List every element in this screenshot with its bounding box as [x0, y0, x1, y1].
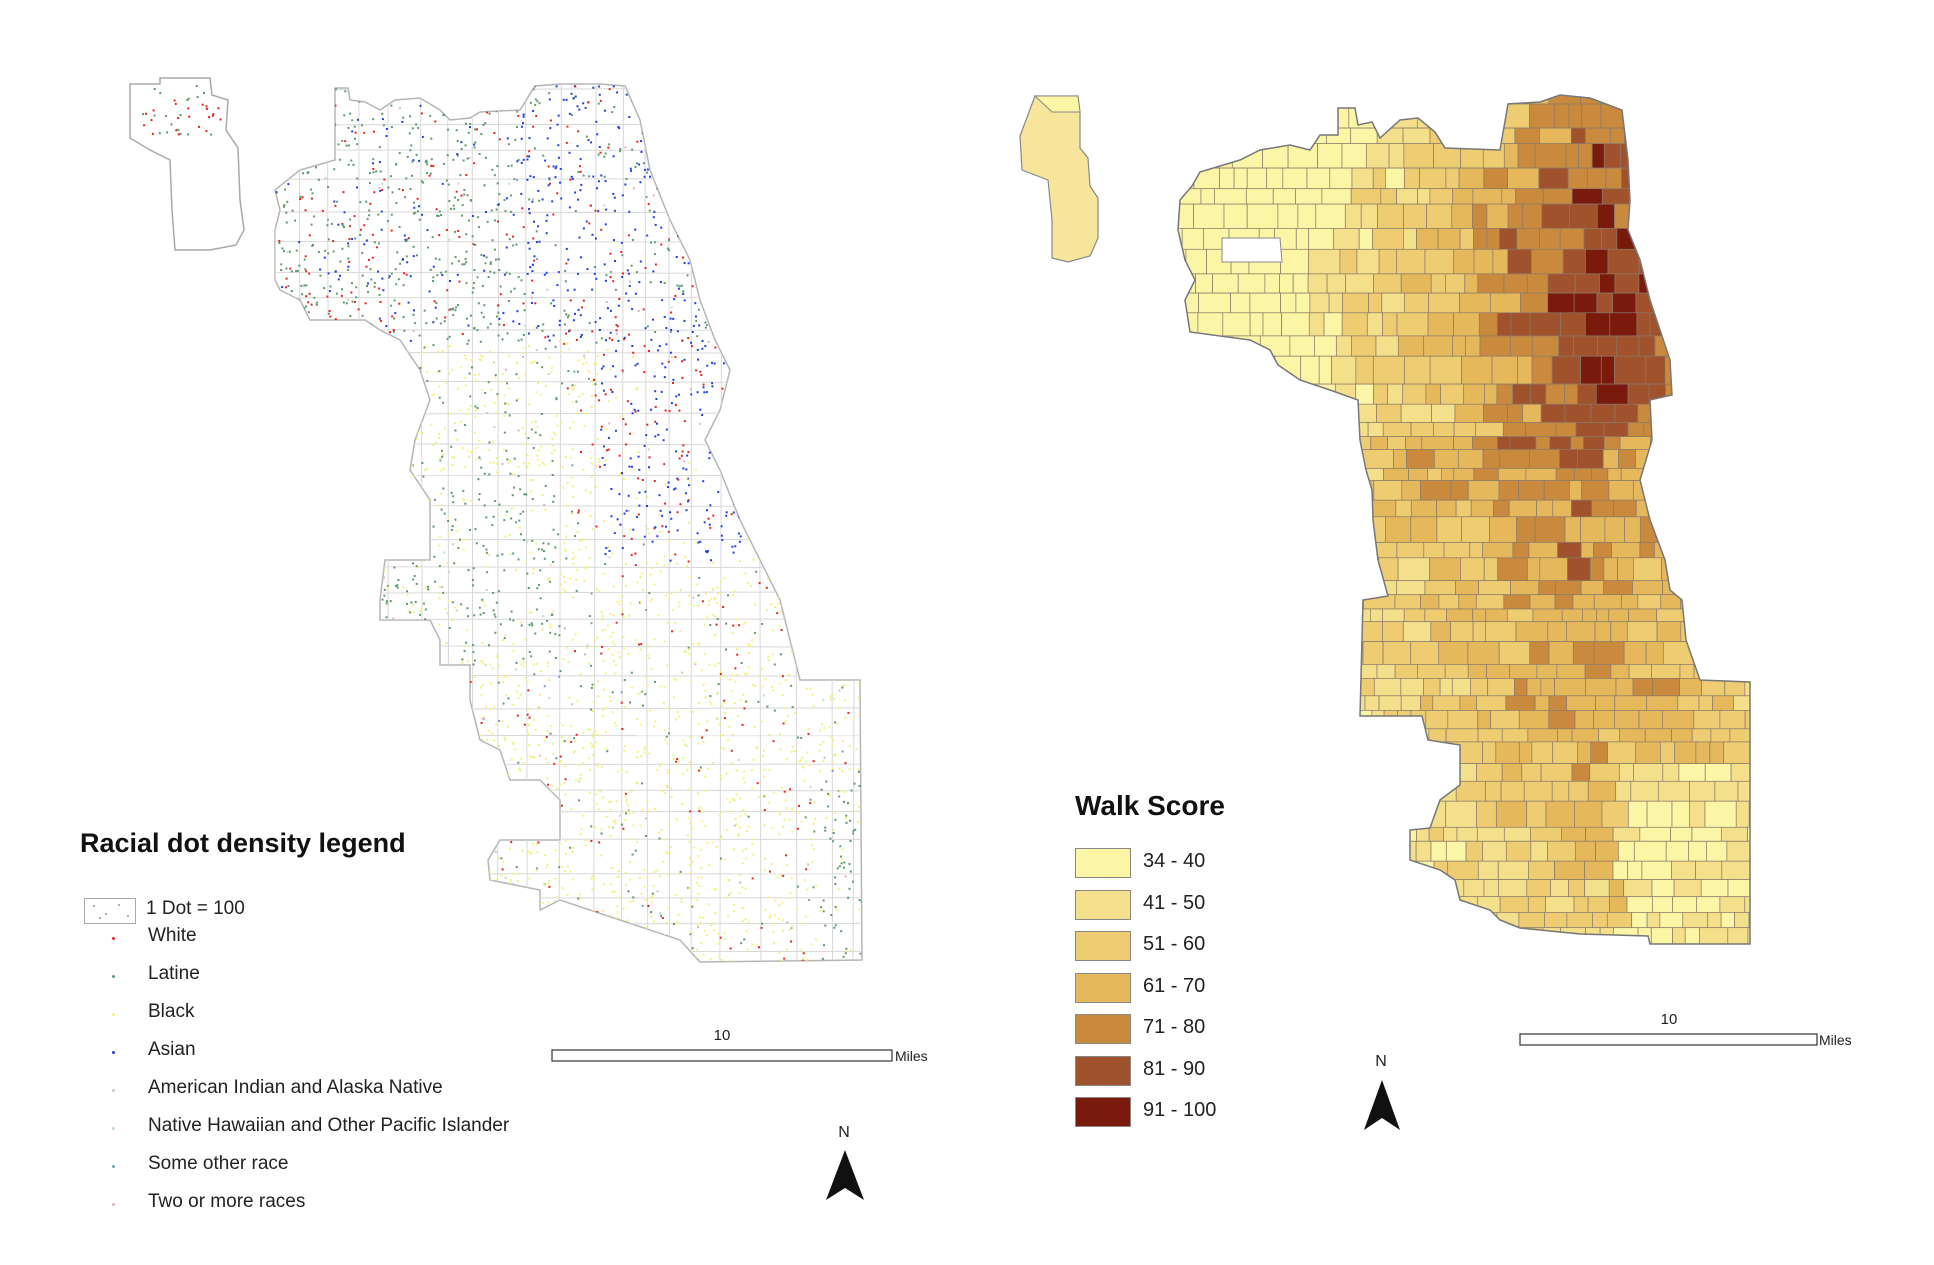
dot-symbol-icon	[112, 1165, 115, 1168]
scale-bar-right: 10 Miles	[1520, 1011, 1852, 1048]
dot-unit-label: 1 Dot = 100	[146, 898, 245, 920]
walk-class-label: 91 - 100	[1143, 1099, 1216, 1122]
north-arrow-icon	[826, 1150, 864, 1200]
north-arrow-left: N	[826, 1124, 864, 1200]
walk-legend-title: Walk Score	[1075, 790, 1225, 822]
dot-symbol-icon	[112, 1203, 115, 1206]
walk-class-swatch	[1075, 1097, 1131, 1127]
dot-symbol-icon	[112, 975, 115, 978]
walk-class-swatch	[1075, 931, 1131, 961]
dot-unit-swatch	[84, 898, 136, 924]
ohare-exclave-outline	[130, 78, 244, 250]
dot-symbol-icon	[112, 1127, 115, 1130]
dot-legend-label: Some other race	[148, 1153, 288, 1175]
walk-class-swatch	[1075, 890, 1131, 920]
walk-score-legend: Walk Score 34 - 40 41 - 50 51 - 60 61 - 70 7…	[1075, 790, 1375, 1150]
walk-class-swatch	[1075, 848, 1131, 878]
dot-legend-label: Asian	[148, 1039, 196, 1061]
dot-symbol-icon	[112, 1089, 115, 1092]
dot-density-map-panel: 10 Miles N Racial dot density legend 1 D…	[0, 0, 960, 1260]
dot-legend-label: American Indian and Alaska Native	[148, 1077, 443, 1099]
walk-score-map-panel: 10 Miles N Walk Score 34 - 40 41 - 50 51 -…	[960, 0, 1934, 1260]
scale-bar-unit: Miles	[1819, 1032, 1852, 1048]
dot-symbol-icon	[112, 1013, 115, 1016]
scale-bar-label: 10	[1661, 1011, 1678, 1028]
walk-class-swatch	[1075, 973, 1131, 1003]
dot-legend-label: Native Hawaiian and Other Pacific Island…	[148, 1115, 509, 1137]
scale-bar-label: 10	[714, 1027, 731, 1044]
north-label: N	[838, 1124, 850, 1141]
scale-bar-left: 10 Miles	[552, 1027, 928, 1064]
walk-class-label: 41 - 50	[1143, 892, 1205, 915]
dot-legend-label: Black	[148, 1001, 194, 1023]
dot-legend-label: White	[148, 925, 197, 947]
dot-legend-label: Two or more races	[148, 1191, 305, 1213]
racial-dot-legend: Racial dot density legend 1 Dot = 100 Wh…	[80, 828, 580, 1228]
walk-class-label: 51 - 60	[1143, 933, 1205, 956]
walk-class-label: 81 - 90	[1143, 1058, 1205, 1081]
dot-legend-title: Racial dot density legend	[80, 828, 406, 859]
walk-class-label: 34 - 40	[1143, 850, 1205, 873]
scale-bar-unit: Miles	[895, 1048, 928, 1064]
walk-class-swatch	[1075, 1014, 1131, 1044]
walk-class-label: 71 - 80	[1143, 1016, 1205, 1039]
dot-legend-label: Latine	[148, 963, 200, 985]
dot-symbol-icon	[112, 937, 115, 940]
dot-symbol-icon	[112, 1051, 115, 1054]
north-label: N	[1375, 1053, 1387, 1070]
ohare-exclave-choropleth	[1020, 96, 1098, 262]
walk-class-label: 61 - 70	[1143, 975, 1205, 998]
walk-class-swatch	[1075, 1056, 1131, 1086]
